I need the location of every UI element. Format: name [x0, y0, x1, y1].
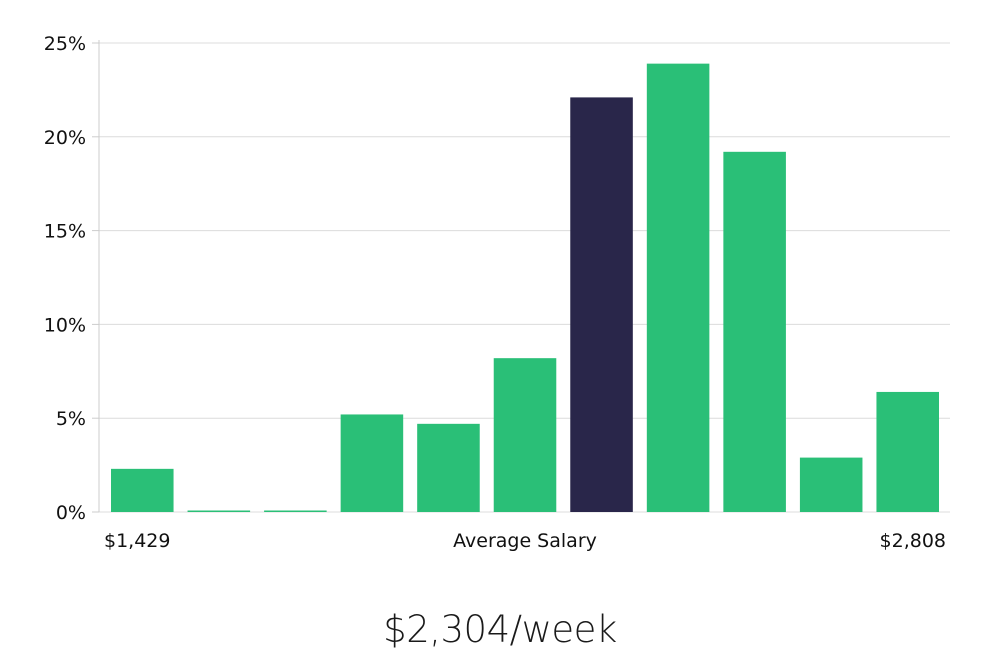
bar: [187, 510, 251, 512]
y-tick-label: 20%: [44, 127, 86, 149]
x-axis-title: Average Salary: [453, 530, 597, 552]
y-axis-ticks: 0% 5% 10% 15% 20% 25%: [44, 33, 99, 524]
bar: [417, 423, 480, 512]
bar: [340, 414, 404, 512]
x-min-label: $1,429: [104, 530, 170, 552]
y-tick-label: 0%: [56, 502, 86, 524]
average-salary-value: $2,304/week: [383, 608, 617, 651]
bar-highlighted: [570, 97, 633, 513]
y-tick-label: 25%: [44, 33, 86, 55]
x-max-label: $2,808: [880, 530, 946, 552]
bars: [111, 63, 939, 513]
bar: [723, 151, 786, 512]
bar: [646, 63, 710, 512]
y-tick-label: 10%: [44, 314, 86, 336]
bar: [111, 468, 174, 512]
salary-histogram: 0% 5% 10% 15% 20% 25% $1,429 Average Salary $…: [44, 33, 950, 552]
bar: [264, 510, 327, 512]
bar: [799, 457, 863, 512]
bar: [493, 358, 557, 512]
y-tick-label: 15%: [44, 221, 86, 243]
y-tick-label: 5%: [56, 408, 86, 430]
bar: [876, 391, 939, 512]
